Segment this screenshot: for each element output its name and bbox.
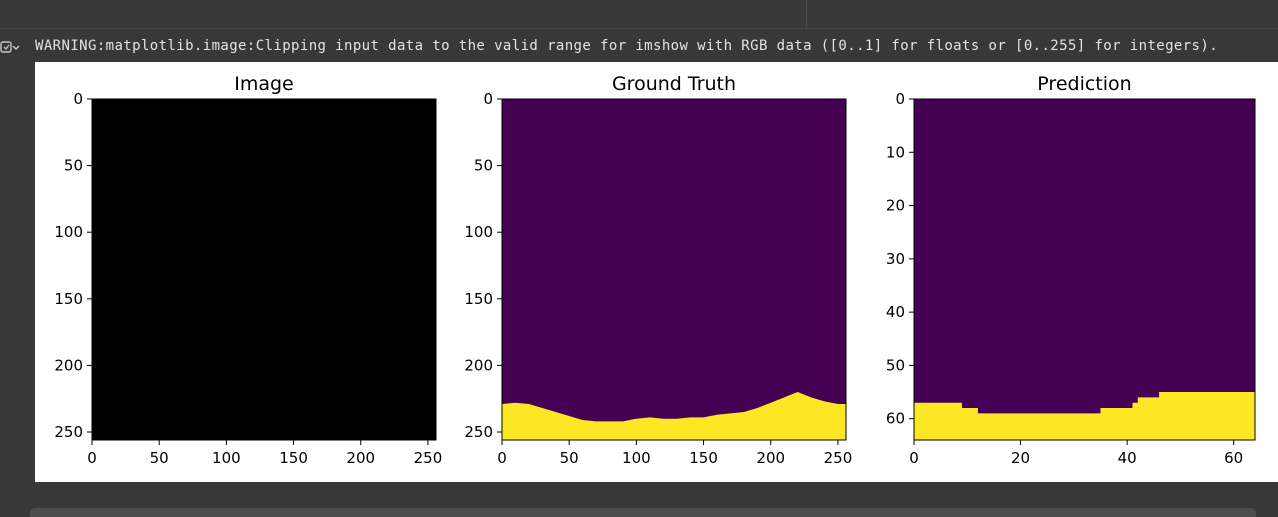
y-tick-label: 0	[483, 90, 493, 108]
y-tick-label: 10	[886, 143, 905, 161]
x-tick-label: 0	[909, 449, 919, 467]
x-tick-label: 40	[1118, 449, 1137, 467]
y-tick-label: 200	[464, 356, 493, 374]
y-tick-label: 250	[464, 423, 493, 441]
x-tick-label: 150	[689, 449, 718, 467]
subplot-3: Prediction 0 20 40 60 0 10 20 30 40 50 60	[886, 73, 1256, 467]
subplot-title: Prediction	[1037, 73, 1131, 95]
x-tick-label: 250	[824, 449, 853, 467]
x-tick-label: 250	[414, 449, 443, 467]
top-bar-divider	[806, 0, 807, 28]
output-collapse-icon[interactable]	[0, 36, 22, 62]
x-tick-label: 100	[622, 449, 651, 467]
y-tick-label: 50	[474, 157, 493, 175]
axes-frame	[91, 98, 437, 441]
x-tick-label: 100	[212, 449, 241, 467]
x-tick-label: 200	[756, 449, 785, 467]
top-bar	[0, 0, 1278, 29]
x-tick-label: 60	[1224, 449, 1243, 467]
axes-frame	[913, 98, 1256, 441]
y-tick-label: 40	[886, 303, 905, 321]
axes-frame	[501, 98, 847, 441]
image-pixels	[92, 99, 436, 440]
x-tick-label: 50	[560, 449, 579, 467]
matplotlib-figure: Image 0 50 100 150 200 250 0 50 100 150 200 250 Groun…	[35, 62, 1278, 482]
y-tick-label: 150	[54, 290, 83, 308]
y-tick-label: 50	[886, 356, 905, 374]
y-tick-label: 150	[464, 290, 493, 308]
y-tick-label: 20	[886, 197, 905, 215]
x-tick-label: 20	[1011, 449, 1030, 467]
y-tick-label: 200	[54, 356, 83, 374]
y-tick-label: 60	[886, 410, 905, 428]
foreground-class-region	[502, 392, 846, 440]
y-tick-label: 100	[54, 223, 83, 241]
y-tick-label: 30	[886, 250, 905, 268]
x-tick-label: 200	[346, 449, 375, 467]
y-tick-label: 100	[464, 223, 493, 241]
x-tick-label: 50	[150, 449, 169, 467]
x-tick-label: 0	[87, 449, 97, 467]
subplot-title: Image	[234, 73, 294, 95]
foreground-class-region	[914, 392, 1255, 440]
x-tick-label: 150	[279, 449, 308, 467]
y-tick-label: 50	[64, 157, 83, 175]
horizontal-scrollbar[interactable]	[30, 508, 1256, 517]
x-tick-label: 0	[497, 449, 507, 467]
background-class-region	[914, 99, 1255, 440]
warning-message: WARNING:matplotlib.image:Clipping input …	[35, 38, 1219, 54]
y-tick-label: 0	[73, 90, 83, 108]
y-tick-label: 250	[54, 423, 83, 441]
y-tick-label: 0	[895, 90, 905, 108]
background-class-region	[502, 99, 846, 440]
subplot-title: Ground Truth	[612, 73, 736, 95]
